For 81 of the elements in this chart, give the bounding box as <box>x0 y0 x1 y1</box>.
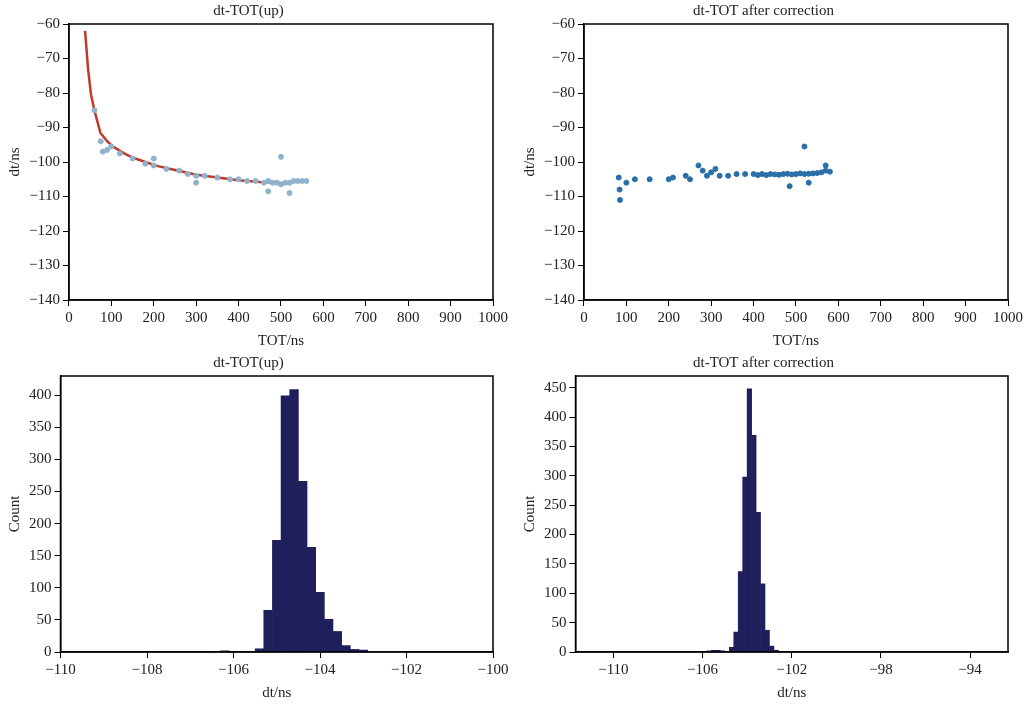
chart-title: dt-TOT after correction <box>692 1 835 18</box>
y-tick-label: 0 <box>559 642 567 659</box>
x-tick-label: 900 <box>439 308 462 325</box>
y-tick-label: −60 <box>36 14 60 31</box>
y-axis-title: Count <box>5 494 22 533</box>
y-tick-label: 200 <box>29 514 52 531</box>
y-tick-label: −110 <box>29 187 60 204</box>
x-tick-label: 300 <box>184 308 208 325</box>
x-tick-label: 500 <box>269 308 293 325</box>
y-tick-label: 300 <box>544 466 567 483</box>
y-tick-label: −70 <box>551 49 575 66</box>
y-tick-label: −60 <box>551 14 575 31</box>
x-tick-label: 900 <box>954 308 977 325</box>
x-tick-label: −106 <box>218 660 250 677</box>
y-tick-label: 450 <box>544 378 567 395</box>
y-axis-title: Count <box>520 494 537 533</box>
x-tick-label: 200 <box>142 308 166 325</box>
x-axis-title: dt/ns <box>262 683 292 700</box>
y-tick-label: 250 <box>544 496 567 513</box>
y-tick-label: 50 <box>551 613 567 630</box>
y-tick-label: 350 <box>544 437 567 454</box>
x-tick-label: −100 <box>477 660 509 677</box>
x-tick-label: 0 <box>65 308 73 325</box>
y-tick-label: −100 <box>543 152 575 169</box>
x-tick-label: 1000 <box>993 308 1023 325</box>
y-tick-label: −140 <box>28 290 60 307</box>
chart-title: dt-TOT(up) <box>213 1 284 19</box>
x-tick-label: 600 <box>312 308 335 325</box>
y-tick-label: −80 <box>551 83 575 100</box>
x-tick-label: 200 <box>657 308 681 325</box>
x-tick-label: 300 <box>699 308 723 325</box>
x-tick-label: −102 <box>776 660 808 677</box>
y-tick-label: −70 <box>36 49 60 66</box>
y-tick-label: −130 <box>543 256 575 273</box>
x-tick-label: 600 <box>827 308 850 325</box>
x-axis-title: dt/ns <box>777 683 807 700</box>
chart-title: dt-TOT after correction <box>692 353 835 370</box>
y-axis-title: dt/ns <box>5 147 22 177</box>
y-tick-label: −120 <box>28 221 60 238</box>
y-tick-label: 300 <box>29 450 52 467</box>
x-tick-label: −108 <box>131 660 163 677</box>
x-tick-label: 800 <box>396 308 420 325</box>
x-tick-label: −104 <box>304 660 336 677</box>
x-axis-title: TOT/ns <box>772 331 820 348</box>
y-axis-title: dt/ns <box>520 147 537 177</box>
y-tick-label: −100 <box>28 152 60 169</box>
y-tick-label: 100 <box>29 578 52 595</box>
x-tick-label: 400 <box>227 308 250 325</box>
y-tick-label: 400 <box>29 386 52 403</box>
y-tick-label: −90 <box>551 118 575 135</box>
y-tick-label: −110 <box>544 187 575 204</box>
y-tick-label: −80 <box>36 83 60 100</box>
chart-title: dt-TOT(up) <box>213 353 284 371</box>
y-tick-label: 100 <box>544 584 567 601</box>
y-tick-label: 200 <box>544 525 567 542</box>
x-tick-label: −110 <box>598 660 629 677</box>
x-tick-label: 100 <box>615 308 638 325</box>
x-tick-label: 100 <box>100 308 123 325</box>
x-axis-title: TOT/ns <box>257 331 305 348</box>
y-tick-label: −90 <box>36 118 60 135</box>
y-tick-label: 150 <box>29 546 52 563</box>
x-tick-label: 700 <box>354 308 378 325</box>
x-tick-label: −94 <box>958 660 983 677</box>
x-tick-label: 500 <box>784 308 808 325</box>
x-tick-label: −102 <box>391 660 422 677</box>
y-tick-label: 400 <box>544 408 567 425</box>
y-tick-label: 350 <box>29 418 52 435</box>
y-tick-label: −140 <box>543 290 575 307</box>
x-tick-label: 1000 <box>478 308 508 325</box>
y-tick-label: −120 <box>543 221 575 238</box>
y-tick-label: −130 <box>28 256 60 273</box>
x-tick-label: 800 <box>911 308 935 325</box>
x-tick-label: 400 <box>742 308 765 325</box>
x-tick-label: −106 <box>687 660 719 677</box>
y-tick-label: 250 <box>29 482 52 499</box>
x-tick-label: −98 <box>869 660 893 677</box>
y-tick-label: 50 <box>36 610 52 627</box>
y-tick-label: 0 <box>44 642 52 659</box>
x-tick-label: 0 <box>580 308 588 325</box>
y-tick-label: 150 <box>544 554 567 571</box>
x-tick-label: 700 <box>869 308 893 325</box>
